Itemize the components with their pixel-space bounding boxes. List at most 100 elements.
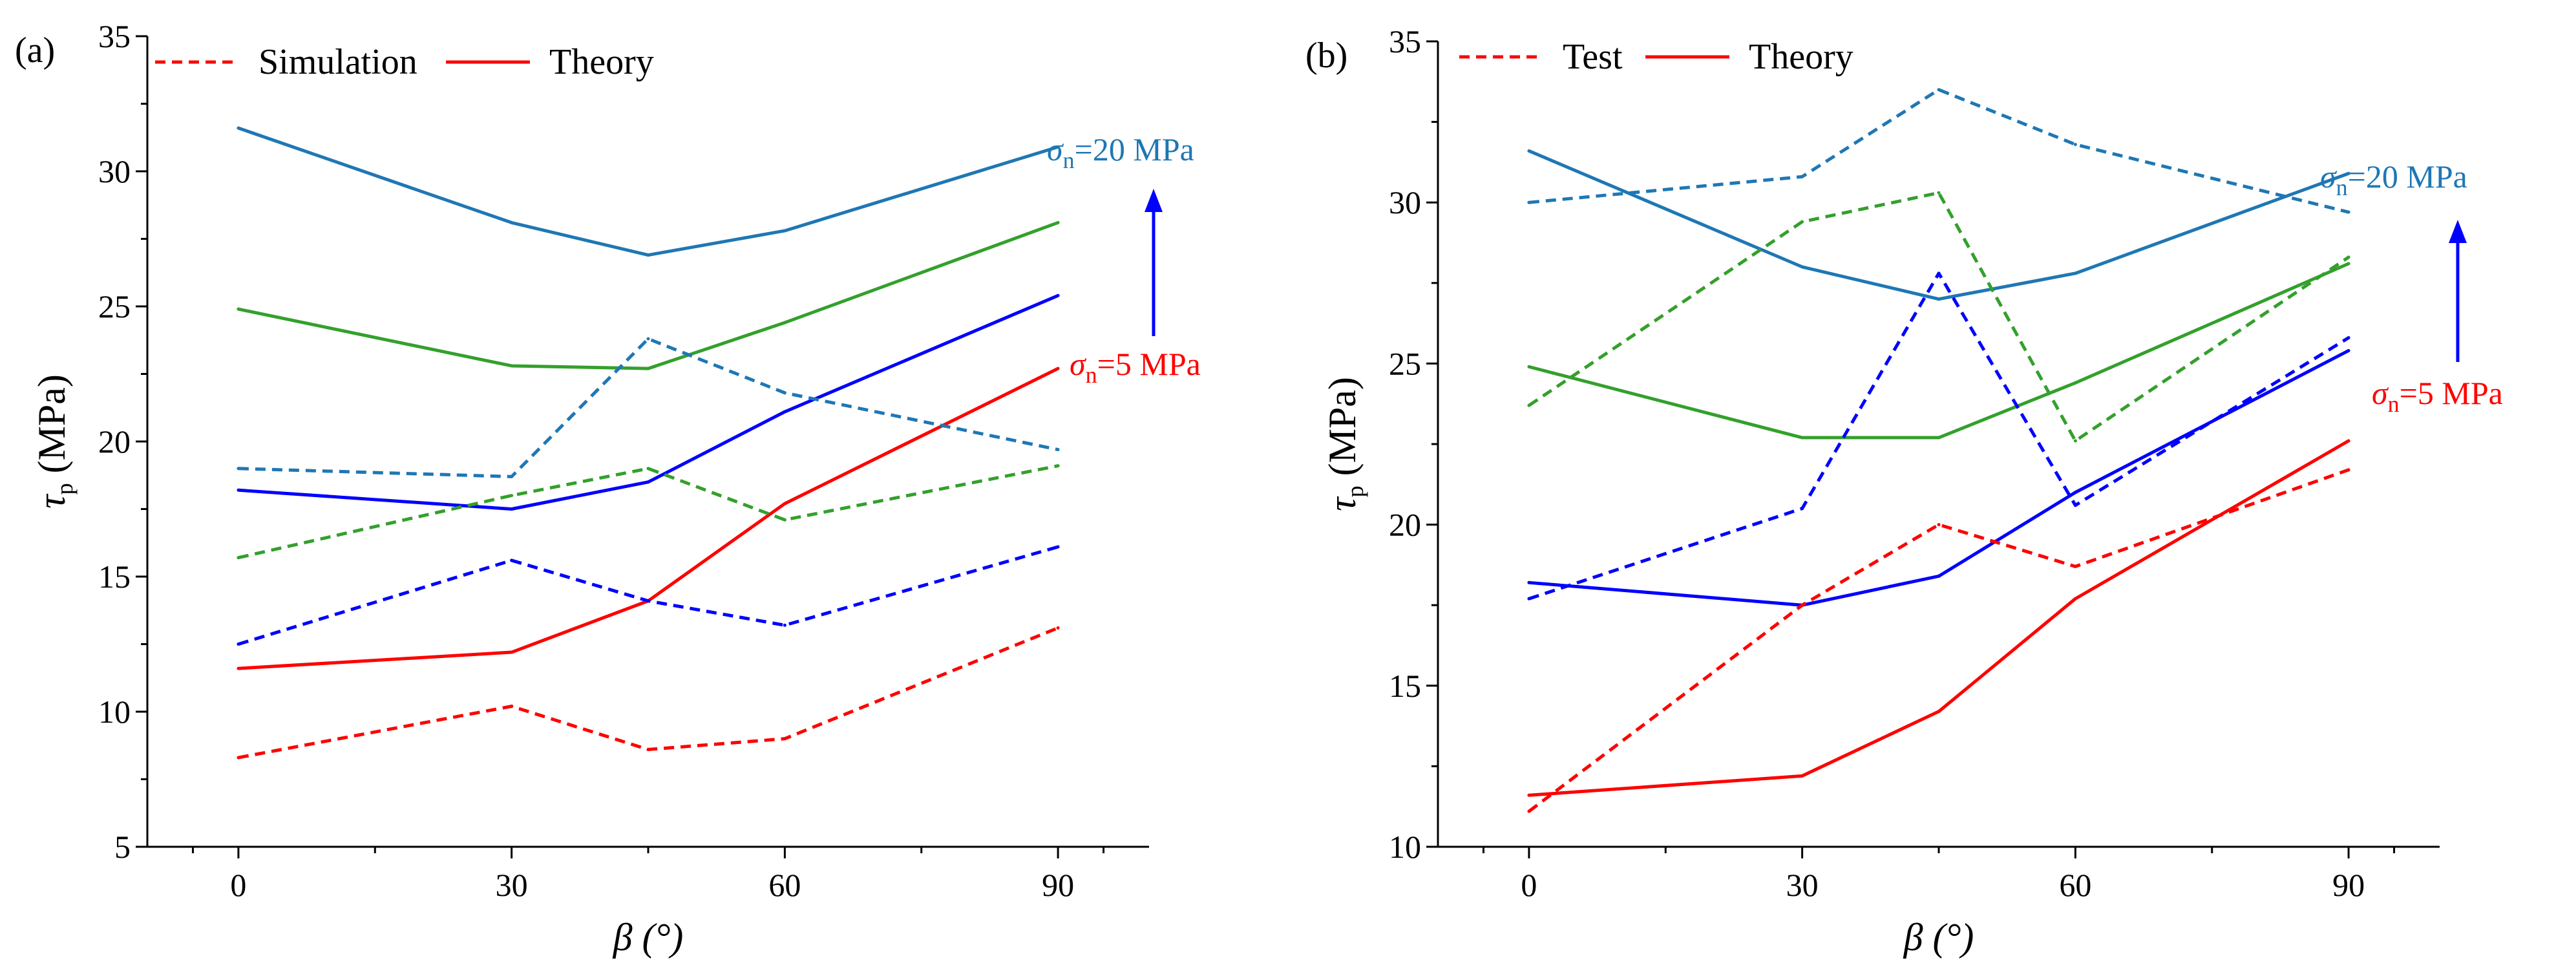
data-point — [1056, 626, 1060, 630]
annotation-text: =5 MPa — [2400, 375, 2503, 411]
series-line-1-solid — [238, 293, 1059, 511]
annotation-text: =20 MPa — [2348, 158, 2467, 195]
series-line-3-solid — [1528, 149, 2349, 301]
data-point — [1527, 809, 1531, 813]
data-point — [2347, 439, 2350, 443]
data-point — [2347, 348, 2350, 352]
data-point — [646, 467, 650, 471]
annotation-sub: n — [2336, 175, 2348, 200]
data-point — [1800, 220, 1804, 224]
x-axis-title: β (°) — [613, 916, 684, 959]
x-tick-label: 90 — [2332, 867, 2365, 903]
data-point — [1800, 507, 1804, 511]
series-line-0-solid — [238, 367, 1059, 670]
annotation-text: =20 MPa — [1075, 131, 1194, 167]
annotation-sigma-0: σn=20 MPa — [1047, 131, 1194, 173]
data-point — [2073, 142, 2077, 146]
annotation-arrow-head — [2449, 220, 2467, 243]
y-axis-title-sub: p — [52, 483, 78, 494]
data-point — [2347, 468, 2350, 472]
data-point — [2347, 210, 2350, 214]
y-tick-label: 20 — [1389, 507, 1421, 543]
data-point — [1800, 603, 1804, 607]
legend-label: Theory — [549, 42, 654, 82]
series-line-6-dashed — [1528, 191, 2350, 443]
data-point — [783, 518, 787, 522]
y-tick-label: 15 — [1389, 668, 1421, 704]
data-point — [510, 474, 514, 478]
data-point — [1937, 297, 1941, 301]
data-point — [237, 467, 240, 471]
series-line-4-dashed — [238, 626, 1059, 760]
data-point — [1527, 580, 1531, 584]
y-tick-label: 20 — [98, 423, 131, 460]
y-axis-title-sub: p — [1342, 485, 1368, 497]
y-axis-title-symbol: τ — [1321, 496, 1364, 511]
data-point — [783, 410, 787, 414]
data-point — [1056, 448, 1060, 452]
annotation-sigma-1: σn=5 MPa — [2372, 375, 2503, 417]
legend-label: Test — [1563, 37, 1623, 77]
data-point — [237, 666, 240, 670]
series-line-4-dashed — [1528, 468, 2349, 813]
x-tick-label: 0 — [1521, 867, 1537, 903]
data-point — [1056, 293, 1060, 297]
panel-label: (a) — [15, 30, 55, 70]
y-tick-label: 25 — [1389, 345, 1421, 381]
data-point — [1800, 175, 1804, 178]
data-point — [783, 623, 787, 627]
legend-label: Simulation — [259, 42, 417, 82]
data-point — [1937, 523, 1941, 527]
data-point — [510, 220, 514, 224]
x-tick-label: 60 — [768, 867, 801, 903]
data-point — [2073, 271, 2077, 275]
annotation-symbol: σ — [1070, 346, 1087, 382]
data-point — [510, 494, 514, 498]
series-line-7-dashed — [238, 337, 1059, 478]
data-point — [646, 253, 650, 257]
data-point — [1800, 774, 1804, 778]
data-point — [237, 307, 240, 311]
data-point — [2347, 171, 2350, 175]
data-point — [510, 507, 514, 511]
y-tick-label: 5 — [114, 829, 131, 865]
data-point — [783, 229, 787, 233]
y-tick-label: 10 — [98, 694, 131, 730]
data-point — [1937, 271, 1941, 275]
y-axis-title-symbol: τ — [30, 493, 73, 509]
x-tick-label: 90 — [1042, 867, 1074, 903]
y-tick-label: 15 — [98, 558, 131, 595]
y-tick-label: 25 — [98, 288, 131, 324]
data-point — [237, 643, 240, 646]
data-point — [646, 367, 650, 370]
data-point — [510, 364, 514, 368]
panel-a: 5 10 15 20 25 30 35 0 30 60 90 β (°) τp (MPa) (a) Simu… — [15, 18, 1201, 959]
data-point — [646, 480, 650, 484]
data-point — [1800, 436, 1804, 440]
data-point — [1527, 149, 1531, 153]
data-point — [646, 337, 650, 341]
data-point — [1937, 191, 1941, 195]
y-tick-label: 35 — [1389, 23, 1421, 59]
data-point — [1527, 403, 1531, 407]
data-point — [783, 391, 787, 395]
data-point — [1527, 200, 1531, 204]
data-point — [1527, 597, 1531, 601]
data-point — [783, 321, 787, 324]
y-axis-title: τp (MPa) — [30, 374, 78, 509]
data-point — [1527, 365, 1531, 368]
data-point — [2347, 336, 2350, 340]
series-line-1-solid — [1528, 349, 2350, 607]
data-point — [783, 737, 787, 741]
x-tick-label: 60 — [2059, 867, 2091, 903]
data-point — [646, 599, 650, 603]
data-point — [2073, 564, 2077, 568]
data-point — [1800, 265, 1804, 269]
annotation-symbol: σ — [2320, 158, 2338, 195]
data-point — [1056, 367, 1060, 370]
annotation-sigma-1: σn=5 MPa — [1070, 346, 1201, 388]
series-line-0-solid — [1528, 439, 2350, 797]
annotation-text: =5 MPa — [1097, 346, 1201, 382]
data-point — [2073, 491, 2077, 494]
